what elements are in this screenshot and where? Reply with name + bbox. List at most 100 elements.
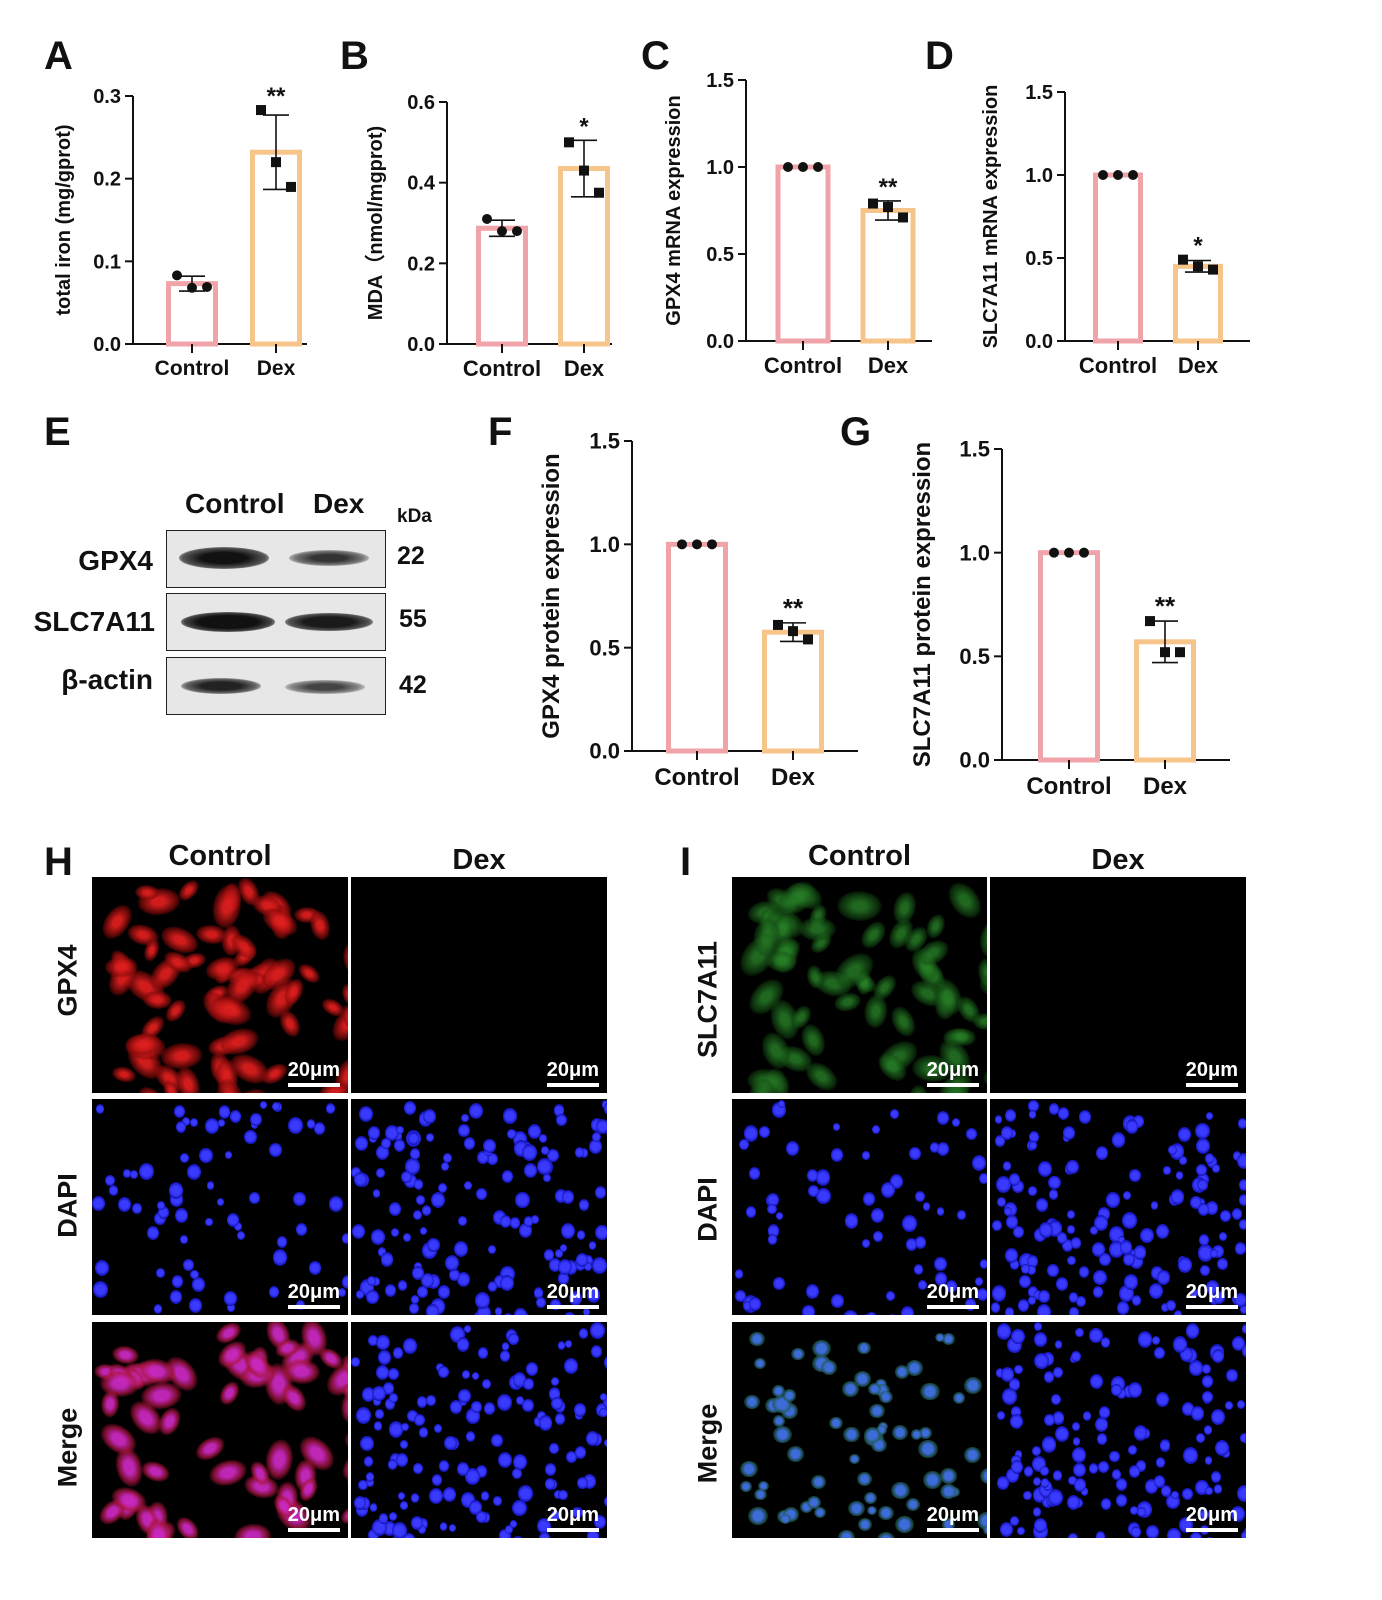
cell-nucleus xyxy=(547,1148,559,1162)
cell-nucleus xyxy=(1004,1108,1017,1122)
y-tick-label: 0.0 xyxy=(706,331,734,353)
cell-nucleus xyxy=(786,1446,804,1463)
cell-nucleus xyxy=(375,1167,385,1179)
cell-nucleus xyxy=(1177,1257,1192,1274)
cell-nucleus xyxy=(976,1287,987,1301)
cell-nucleus xyxy=(757,1480,769,1491)
cell-nucleus xyxy=(475,1510,487,1524)
cell-nucleus xyxy=(936,1111,949,1126)
cell-nucleus xyxy=(1156,1223,1170,1240)
panel-label-d: D xyxy=(925,34,954,78)
wb-blot-gpx4 xyxy=(166,530,386,588)
cell-nucleus xyxy=(583,1254,594,1267)
cell-nucleus xyxy=(501,1342,510,1352)
cell-nucleus xyxy=(419,1427,429,1438)
if-i-row-dapi: DAPI xyxy=(692,1177,723,1242)
cell-nucleus xyxy=(216,1378,244,1409)
cell-nucleus xyxy=(417,1285,429,1299)
cell-nucleus xyxy=(1225,1400,1234,1411)
cell-nucleus xyxy=(1128,1465,1141,1478)
cell-nucleus xyxy=(811,1339,831,1358)
if-h-row-gpx4: GPX4 xyxy=(52,944,83,1017)
cell-nucleus xyxy=(416,1396,427,1408)
cell-nucleus xyxy=(1009,1413,1023,1429)
cell-nucleus xyxy=(1035,1197,1049,1213)
cell-nucleus xyxy=(1027,1295,1036,1306)
cell-nucleus xyxy=(1047,1488,1063,1506)
cell-nucleus xyxy=(1071,1237,1081,1249)
cell-nucleus xyxy=(578,1328,588,1339)
cell-nucleus xyxy=(910,1429,923,1440)
if-h-image: 20μm xyxy=(351,877,607,1093)
cell-nucleus xyxy=(438,1365,450,1379)
data-point xyxy=(1160,647,1170,658)
cell-nucleus xyxy=(499,1350,510,1362)
cell-nucleus xyxy=(558,1258,573,1276)
cell-nucleus xyxy=(749,1166,761,1180)
cell-nucleus xyxy=(1099,1252,1111,1267)
cell-nucleus xyxy=(421,1204,432,1216)
cell-nucleus xyxy=(1117,1301,1130,1315)
cell-nucleus xyxy=(1137,1506,1147,1518)
cell-nucleus xyxy=(1185,1323,1199,1339)
cell-nucleus xyxy=(1245,1431,1246,1449)
cell-nucleus xyxy=(963,1447,982,1464)
scale-bar: 20μm xyxy=(546,1059,599,1087)
cell-nucleus xyxy=(376,1334,390,1350)
cell-nucleus xyxy=(767,1203,777,1215)
cell-nucleus xyxy=(1190,1288,1199,1298)
cell-nucleus xyxy=(1128,1168,1141,1183)
cell-nucleus xyxy=(940,1483,957,1499)
cell-nucleus xyxy=(748,1507,768,1525)
scale-bar-line xyxy=(1185,1528,1238,1532)
cell-nucleus xyxy=(920,1382,940,1401)
data-point xyxy=(482,213,492,224)
cell-nucleus xyxy=(538,1415,552,1431)
cell-nucleus xyxy=(543,1174,551,1183)
scale-bar-label: 20μm xyxy=(287,1504,340,1526)
cell-nucleus xyxy=(180,1235,189,1245)
cell-nucleus xyxy=(854,1370,872,1387)
scale-bar-label: 20μm xyxy=(546,1504,599,1526)
cell-nucleus xyxy=(92,1280,108,1298)
cell-nucleus xyxy=(180,1152,190,1163)
cell-nucleus xyxy=(372,1385,386,1401)
cell-nucleus xyxy=(603,1393,607,1411)
cell-nucleus xyxy=(891,1482,911,1500)
cell-nucleus xyxy=(356,1407,372,1425)
cell-nucleus xyxy=(982,1524,987,1536)
cell-nucleus xyxy=(566,1450,578,1464)
cell-nucleus xyxy=(550,1298,561,1311)
scale-bar: 20μm xyxy=(1185,1504,1238,1532)
cell-nucleus xyxy=(382,1381,394,1395)
cell-nucleus xyxy=(491,1433,503,1447)
cell-nucleus xyxy=(578,1199,589,1211)
bar xyxy=(1093,172,1143,344)
cell-nucleus xyxy=(1116,1387,1127,1399)
cell-nucleus xyxy=(870,1207,885,1224)
cell-nucleus xyxy=(403,1338,417,1354)
panel-label-f: F xyxy=(488,410,513,454)
cell-nucleus xyxy=(372,1396,382,1407)
cell-nucleus xyxy=(863,993,890,1030)
cell-nucleus xyxy=(603,1495,607,1508)
cell-nucleus xyxy=(244,1129,257,1145)
cell-nucleus xyxy=(378,1512,389,1524)
cell-nucleus xyxy=(849,1454,860,1464)
cell-nucleus xyxy=(929,1141,940,1153)
cell-nucleus xyxy=(963,1376,983,1394)
cell-nucleus xyxy=(558,1489,568,1501)
cell-nucleus xyxy=(820,1360,837,1375)
cell-nucleus xyxy=(416,1195,425,1205)
cell-nucleus xyxy=(918,1440,938,1458)
y-tick-label: 0.1 xyxy=(93,251,121,273)
cell-nucleus xyxy=(372,1189,380,1198)
cell-nucleus xyxy=(1044,1413,1056,1427)
cell-nucleus xyxy=(861,1239,870,1249)
cell-nucleus xyxy=(387,1367,399,1381)
panel-label-h: H xyxy=(44,840,73,884)
scale-bar: 20μm xyxy=(546,1504,599,1532)
if-h-image: 20μm xyxy=(351,1099,607,1315)
cell-nucleus xyxy=(171,1512,204,1538)
scale-bar: 20μm xyxy=(926,1059,979,1087)
